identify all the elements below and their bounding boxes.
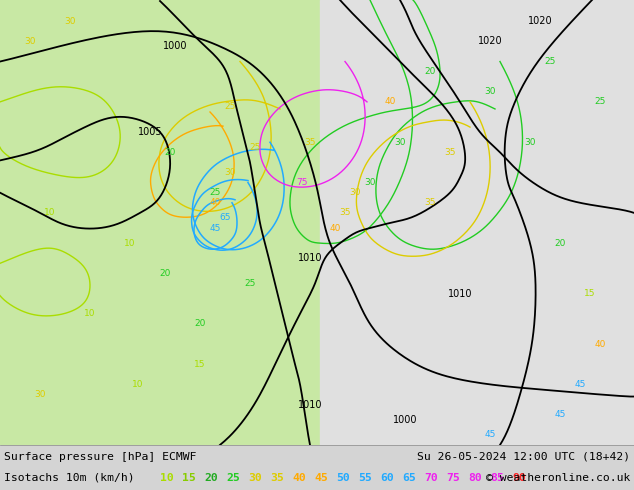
Text: 70: 70 <box>424 473 437 483</box>
Text: 45: 45 <box>484 430 496 440</box>
Text: 25: 25 <box>594 98 605 106</box>
Text: 45: 45 <box>314 473 328 483</box>
Text: 1000: 1000 <box>163 42 187 51</box>
Text: 15: 15 <box>182 473 196 483</box>
Text: 35: 35 <box>304 138 316 147</box>
Text: 30: 30 <box>524 138 536 147</box>
Text: 10: 10 <box>160 473 174 483</box>
Text: 65: 65 <box>402 473 416 483</box>
Text: 1020: 1020 <box>477 36 502 47</box>
Text: 40: 40 <box>292 473 306 483</box>
Text: 25: 25 <box>224 102 236 111</box>
Text: 30: 30 <box>248 473 262 483</box>
Text: 25: 25 <box>226 473 240 483</box>
Text: 40: 40 <box>594 340 605 348</box>
Text: 10: 10 <box>44 208 56 218</box>
Text: 75: 75 <box>296 178 307 187</box>
Text: 20: 20 <box>159 269 171 278</box>
Text: 1020: 1020 <box>527 16 552 26</box>
Text: 10: 10 <box>133 380 144 389</box>
Text: 1010: 1010 <box>298 253 322 263</box>
Text: 15: 15 <box>585 289 596 298</box>
Text: 20: 20 <box>554 239 566 247</box>
Text: 1010: 1010 <box>448 289 472 298</box>
Text: 30: 30 <box>484 87 496 97</box>
Text: Surface pressure [hPa] ECMWF: Surface pressure [hPa] ECMWF <box>4 452 197 462</box>
Text: © weatheronline.co.uk: © weatheronline.co.uk <box>486 473 630 483</box>
Bar <box>320 0 634 445</box>
Text: 25: 25 <box>209 188 221 197</box>
Text: 40: 40 <box>384 98 396 106</box>
Text: 30: 30 <box>64 17 75 25</box>
Text: 40: 40 <box>329 223 340 233</box>
Text: 90: 90 <box>512 473 526 483</box>
Text: 30: 30 <box>365 178 376 187</box>
Text: 35: 35 <box>424 198 436 207</box>
Text: 45: 45 <box>554 410 566 419</box>
Text: 25: 25 <box>244 279 256 288</box>
Text: Isotachs 10m (km/h): Isotachs 10m (km/h) <box>4 473 141 483</box>
Text: 45: 45 <box>574 380 586 389</box>
Text: 50: 50 <box>336 473 350 483</box>
Text: 60: 60 <box>380 473 394 483</box>
Text: 20: 20 <box>194 319 205 328</box>
Text: 80: 80 <box>468 473 482 483</box>
Text: 30: 30 <box>24 37 36 46</box>
Text: 10: 10 <box>84 309 96 318</box>
Bar <box>0 0 320 445</box>
Text: 35: 35 <box>339 208 351 218</box>
Text: 65: 65 <box>219 214 231 222</box>
Text: 35: 35 <box>270 473 284 483</box>
Text: 85: 85 <box>490 473 504 483</box>
Text: 1005: 1005 <box>138 127 162 137</box>
Text: 40: 40 <box>209 198 221 207</box>
Text: 35: 35 <box>444 148 456 157</box>
Text: 45: 45 <box>209 223 221 233</box>
Text: 20: 20 <box>164 148 176 157</box>
Text: 10: 10 <box>124 239 136 247</box>
Text: Su 26-05-2024 12:00 UTC (18+42): Su 26-05-2024 12:00 UTC (18+42) <box>417 452 630 462</box>
Text: 20: 20 <box>204 473 217 483</box>
Text: 1010: 1010 <box>298 399 322 410</box>
Text: 25: 25 <box>249 143 261 152</box>
Text: 75: 75 <box>446 473 460 483</box>
Text: 30: 30 <box>224 168 236 177</box>
Text: 30: 30 <box>349 188 361 197</box>
Text: 55: 55 <box>358 473 372 483</box>
Text: 30: 30 <box>34 390 46 399</box>
Text: 25: 25 <box>545 57 555 66</box>
Text: 1000: 1000 <box>392 415 417 425</box>
Text: 30: 30 <box>394 138 406 147</box>
Text: 15: 15 <box>194 360 206 368</box>
Text: 20: 20 <box>424 67 436 76</box>
